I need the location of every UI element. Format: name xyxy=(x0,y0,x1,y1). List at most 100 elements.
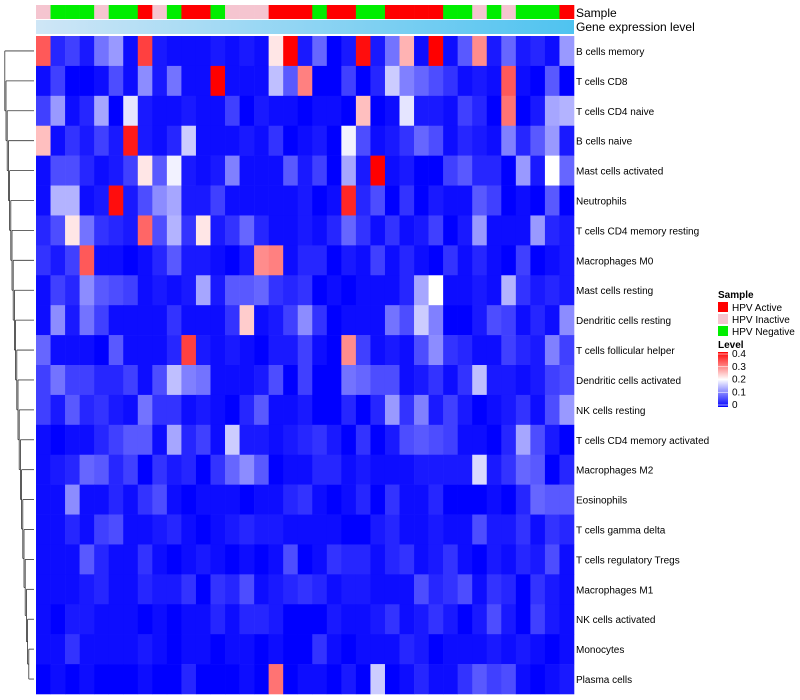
row-label: T cells CD4 memory activated xyxy=(576,436,709,447)
heatmap-cell xyxy=(123,604,139,635)
heatmap-cell xyxy=(254,664,269,695)
heatmap-cell xyxy=(384,125,400,156)
heatmap-cell xyxy=(341,275,357,306)
heatmap-cell xyxy=(225,394,240,426)
heatmap-cell xyxy=(486,215,502,246)
heatmap-cell xyxy=(152,125,168,156)
heatmap-cell xyxy=(501,454,517,485)
heatmap-cell xyxy=(428,305,444,336)
heatmap-cell xyxy=(65,634,80,665)
heatmap-cell xyxy=(428,544,444,575)
heatmap-cell xyxy=(501,514,517,545)
heatmap-cell xyxy=(297,125,313,156)
row-label: T cells gamma delta xyxy=(576,526,666,537)
heatmap-cell xyxy=(544,664,560,695)
heatmap-cell xyxy=(79,484,95,515)
heatmap-cell xyxy=(166,484,182,515)
heatmap-cell xyxy=(341,574,357,605)
heatmap-cell xyxy=(341,664,357,695)
heatmap-cell xyxy=(443,365,458,396)
heatmap-cell xyxy=(443,424,458,456)
heatmap-cell xyxy=(239,245,255,276)
heatmap-cell xyxy=(108,394,124,426)
heatmap-cell xyxy=(36,65,51,97)
heatmap-cell xyxy=(326,95,342,127)
heatmap-cell xyxy=(457,95,473,127)
heatmap-cell xyxy=(137,664,153,695)
heatmap-cell xyxy=(50,514,66,545)
legend-sample-title: Sample xyxy=(718,290,754,301)
sample-annotation-cell xyxy=(181,5,197,19)
heatmap-cell xyxy=(283,335,299,366)
heatmap-cell xyxy=(559,335,575,366)
heatmap-cell xyxy=(341,125,357,156)
heatmap-cell xyxy=(326,215,342,246)
heatmap-cell xyxy=(370,634,386,665)
legend-tick-label: 0.4 xyxy=(732,349,746,360)
heatmap-cell xyxy=(137,335,153,366)
heatmap-cell xyxy=(239,125,255,156)
expression-track-label: Gene expression level xyxy=(576,20,695,34)
heatmap-cell xyxy=(457,65,473,97)
heatmap-cell xyxy=(195,305,211,336)
heatmap-cell xyxy=(559,125,575,156)
heatmap-cell xyxy=(94,634,110,665)
heatmap-cell xyxy=(399,664,415,695)
sample-track-label: Sample xyxy=(576,6,617,20)
heatmap-cell xyxy=(370,215,386,246)
heatmap-cell xyxy=(36,394,51,426)
heatmap-cell xyxy=(414,215,429,246)
heatmap-cell xyxy=(108,604,124,635)
heatmap-cell xyxy=(414,65,429,97)
heatmap-cell xyxy=(36,95,51,127)
heatmap-cell xyxy=(137,365,153,396)
heatmap-cell xyxy=(50,215,66,246)
heatmap-cell xyxy=(210,36,226,67)
heatmap-cell xyxy=(108,275,124,306)
heatmap-cell xyxy=(530,634,546,665)
heatmap-cell xyxy=(341,36,357,67)
heatmap-cell xyxy=(137,36,153,67)
heatmap-cell xyxy=(36,544,51,575)
heatmap-cell xyxy=(312,424,328,456)
heatmap-cell xyxy=(515,95,531,127)
heatmap-cell xyxy=(239,95,255,127)
heatmap-cell xyxy=(297,95,313,127)
heatmap-cell xyxy=(283,95,299,127)
heatmap-cell xyxy=(515,394,531,426)
heatmap-cell xyxy=(443,275,458,306)
heatmap-cell xyxy=(457,424,473,456)
heatmap-cell xyxy=(268,125,284,156)
heatmap-cell xyxy=(268,275,284,306)
heatmap-cell xyxy=(195,424,211,456)
heatmap-cell xyxy=(457,185,473,216)
heatmap-cell xyxy=(254,245,269,276)
heatmap-cell xyxy=(225,275,240,306)
heatmap-cell xyxy=(384,604,400,635)
row-label: B cells naive xyxy=(576,137,633,148)
heatmap-cell xyxy=(36,245,51,276)
heatmap-cell xyxy=(50,335,66,366)
legend-swatch xyxy=(718,314,728,324)
heatmap-cell xyxy=(137,65,153,97)
heatmap-cell xyxy=(65,454,80,485)
heatmap-cell xyxy=(181,574,197,605)
heatmap-cell xyxy=(166,36,182,67)
heatmap-cell xyxy=(50,305,66,336)
heatmap-cell xyxy=(166,65,182,97)
heatmap-cell xyxy=(210,65,226,97)
heatmap-cell xyxy=(457,245,473,276)
heatmap-cell xyxy=(283,514,299,545)
sample-annotation-cell xyxy=(36,5,51,19)
heatmap-cell xyxy=(501,634,517,665)
heatmap-cell xyxy=(50,245,66,276)
heatmap-cell xyxy=(94,36,110,67)
heatmap-cell xyxy=(283,365,299,396)
heatmap-cell xyxy=(152,305,168,336)
heatmap-cell xyxy=(355,664,371,695)
heatmap-cell xyxy=(384,95,400,127)
heatmap-cell xyxy=(399,634,415,665)
heatmap-cell xyxy=(79,305,95,336)
heatmap-cell xyxy=(544,185,560,216)
